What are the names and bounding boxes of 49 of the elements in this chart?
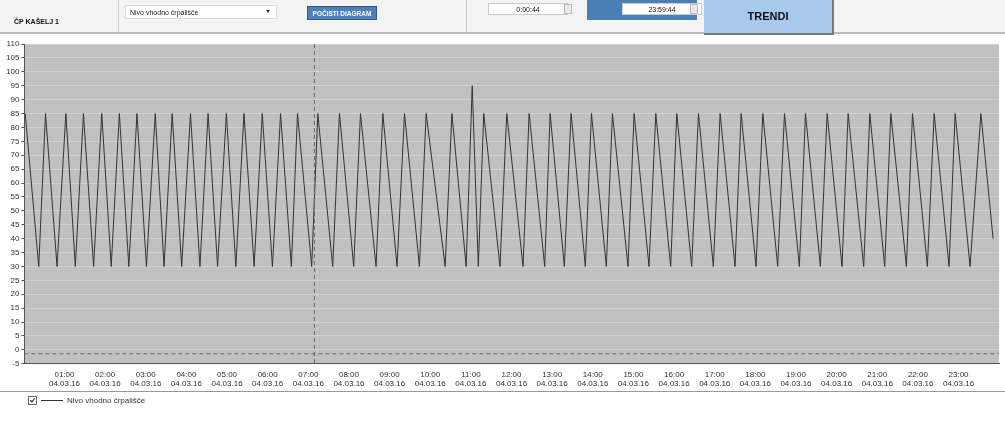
x-tick-label: 09:00 04.03.16 (374, 369, 406, 389)
x-tick-label: 20:00 04.03.16 (821, 369, 853, 389)
x-tick-label: 16:00 04.03.16 (658, 369, 691, 389)
y-tick-label: 30 (10, 261, 20, 271)
y-tick-label: 35 (10, 247, 20, 257)
y-tick-label: 100 (5, 67, 20, 77)
y-tick-label: 85 (10, 108, 20, 118)
x-tick-label: 02:00 04.03.16 (89, 369, 122, 389)
x-tick-label: 15:00 04.03.16 (617, 369, 650, 389)
x-tick-label: 12:00 04.03.16 (495, 369, 528, 389)
y-tick-label: 10 (10, 317, 20, 327)
y-tick-label: 65 (10, 164, 20, 174)
y-tick-label: 95 (10, 80, 20, 90)
y-tick-label: 60 (10, 178, 20, 188)
x-tick-label: 03:00 04.03.16 (130, 369, 162, 389)
y-tick-label: 75 (10, 136, 20, 146)
y-tick-label: 45 (10, 219, 20, 229)
y-tick-label: 55 (10, 192, 20, 202)
x-tick-label: 18:00 04.03.16 (739, 369, 772, 389)
x-tick-label: 10:00 04.03.16 (414, 369, 447, 389)
y-tick-label: 15 (10, 303, 20, 313)
y-tick-label: 0 (14, 345, 20, 355)
x-tick-label: 14:00 04.03.16 (577, 369, 609, 389)
y-tick-label: 40 (10, 233, 20, 243)
x-tick-label: 01:00 04.03.16 (48, 369, 81, 389)
y-tick-label: 20 (10, 289, 20, 299)
y-tick-label: 90 (10, 94, 20, 104)
x-tick-label: 08:00 04.03.16 (333, 369, 366, 389)
x-tick-label: 13:00 04.03.16 (536, 369, 569, 389)
x-tick-label: 04:00 04.03.16 (170, 369, 203, 389)
x-tick-label: 19:00 04.03.16 (780, 369, 813, 389)
x-tick-label: 05:00 04.03.16 (211, 369, 244, 389)
x-tick-label: 06:00 04.03.16 (252, 369, 284, 389)
x-tick-label: 17:00 04.03.16 (699, 369, 731, 389)
x-tick-label: 21:00 04.03.16 (861, 369, 894, 389)
y-tick-label: 105 (5, 53, 20, 63)
y-tick-label: 25 (10, 275, 20, 285)
y-tick-label: -5 (12, 359, 20, 368)
text: TRENDI (704, 0, 834, 35)
y-tick-label: 70 (10, 150, 20, 160)
x-tick-label: 11:00 04.03.16 (455, 369, 487, 389)
x-tick-label: 07:00 04.03.16 (292, 369, 325, 389)
x-tick-label: 23:00 04.03.16 (942, 369, 975, 389)
y-tick-label: 80 (10, 122, 20, 132)
y-tick-label: 50 (10, 206, 20, 216)
x-tick-label: 22:00 04.03.16 (902, 369, 935, 389)
y-tick-label: 110 (6, 39, 20, 49)
legend-label: Nivo vhodno črpališče (67, 395, 146, 405)
y-tick-label: 5 (14, 331, 20, 341)
